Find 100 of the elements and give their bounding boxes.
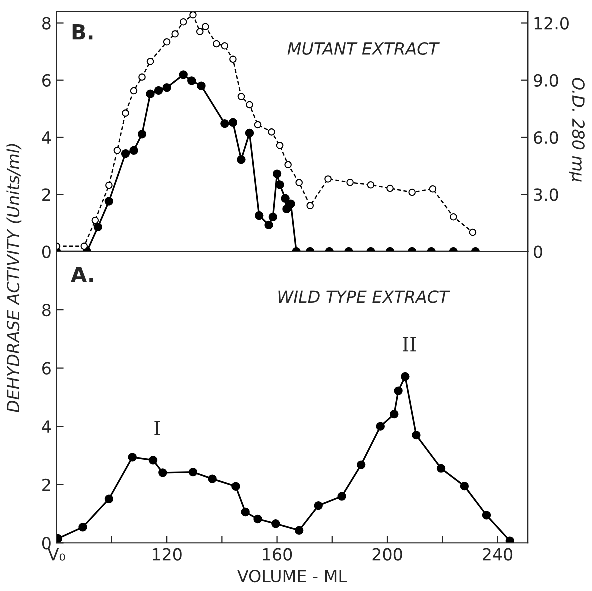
point bbox=[357, 460, 366, 470]
y2-tick-label: 12.0 bbox=[534, 17, 569, 30]
point bbox=[78, 523, 88, 532]
y-tick-label: 6 bbox=[42, 362, 51, 375]
point bbox=[390, 410, 399, 419]
x-axis-title: VOLUME - ML bbox=[238, 570, 348, 583]
point bbox=[188, 76, 196, 86]
point bbox=[246, 101, 254, 109]
annotation: A. bbox=[71, 266, 94, 282]
point bbox=[386, 184, 394, 192]
annotation: WILD TYPE EXTRACT bbox=[278, 290, 450, 304]
point bbox=[172, 30, 179, 38]
y2-tick-label: 3.0 bbox=[534, 188, 558, 202]
point bbox=[324, 176, 332, 183]
point bbox=[121, 149, 130, 158]
point bbox=[296, 179, 303, 186]
point bbox=[429, 185, 437, 193]
y-tick-label: 4 bbox=[42, 420, 52, 433]
point bbox=[148, 456, 158, 465]
y-tick-label: 0 bbox=[42, 537, 51, 550]
point bbox=[272, 170, 282, 178]
point bbox=[92, 216, 100, 224]
point bbox=[188, 468, 198, 477]
point bbox=[180, 18, 188, 26]
point bbox=[255, 211, 264, 220]
point bbox=[221, 42, 229, 50]
point bbox=[146, 58, 154, 66]
point bbox=[436, 464, 446, 473]
point bbox=[162, 83, 172, 92]
point bbox=[394, 386, 403, 396]
point bbox=[295, 526, 304, 535]
point bbox=[245, 128, 254, 138]
point bbox=[281, 194, 290, 203]
y-axis-title: DEHYDRASE ACTIVITY (Units/ml) bbox=[6, 144, 22, 413]
point bbox=[104, 197, 114, 206]
y-tick-label: 6 bbox=[42, 74, 51, 87]
annotation: I bbox=[154, 421, 160, 436]
annotation: II bbox=[402, 337, 416, 352]
point bbox=[268, 212, 278, 222]
point bbox=[104, 494, 114, 504]
point bbox=[130, 87, 138, 95]
annotation: B. bbox=[72, 24, 93, 40]
point bbox=[412, 430, 421, 440]
point bbox=[376, 422, 385, 431]
point bbox=[450, 213, 458, 221]
point bbox=[276, 142, 284, 150]
point bbox=[469, 228, 477, 236]
point bbox=[460, 482, 470, 491]
point bbox=[138, 130, 147, 139]
point bbox=[506, 536, 514, 544]
point bbox=[196, 28, 204, 36]
point bbox=[346, 178, 354, 186]
y-tick-label: 4 bbox=[42, 132, 52, 144]
y-tick-label: 2 bbox=[42, 478, 50, 492]
point bbox=[314, 501, 323, 510]
y-tick-label: 2 bbox=[42, 188, 50, 201]
point bbox=[138, 74, 146, 81]
point bbox=[154, 86, 164, 95]
point bbox=[264, 220, 274, 230]
point bbox=[408, 188, 416, 196]
point bbox=[158, 468, 168, 478]
point bbox=[220, 119, 230, 128]
point bbox=[482, 511, 492, 520]
x-tick-label: 240 bbox=[483, 548, 513, 561]
point bbox=[276, 180, 284, 190]
annotation: MUTANT EXTRACT bbox=[288, 42, 440, 56]
point bbox=[286, 200, 296, 208]
point bbox=[197, 82, 206, 90]
point bbox=[268, 128, 276, 136]
point bbox=[179, 70, 188, 80]
x-tick-label: 120 bbox=[152, 548, 182, 561]
y-tick-label: 8 bbox=[42, 304, 51, 317]
point bbox=[232, 482, 240, 491]
point bbox=[80, 242, 88, 250]
point bbox=[208, 474, 217, 484]
point bbox=[146, 90, 155, 98]
y2-axis-title: O.D. 280 mμ bbox=[569, 78, 585, 182]
x-tick-label: V₀ bbox=[48, 548, 66, 561]
point bbox=[272, 520, 280, 528]
point bbox=[241, 508, 250, 517]
point bbox=[254, 514, 262, 524]
point bbox=[238, 93, 246, 100]
y2-tick-label: 6.0 bbox=[534, 131, 558, 144]
point bbox=[94, 222, 103, 232]
x-tick-label: 200 bbox=[372, 548, 402, 561]
point bbox=[306, 202, 314, 210]
point bbox=[114, 147, 122, 154]
point bbox=[254, 121, 262, 129]
point bbox=[163, 38, 171, 46]
y2-tick-label: 9.0 bbox=[534, 74, 558, 87]
y-tick-label: 8 bbox=[42, 17, 51, 30]
point bbox=[401, 372, 410, 382]
y-tick-label: 0 bbox=[42, 246, 51, 258]
point bbox=[190, 12, 197, 19]
point bbox=[237, 155, 246, 164]
point bbox=[230, 56, 237, 64]
point bbox=[284, 161, 292, 169]
point bbox=[228, 118, 238, 127]
point bbox=[202, 23, 210, 31]
point bbox=[213, 40, 220, 48]
